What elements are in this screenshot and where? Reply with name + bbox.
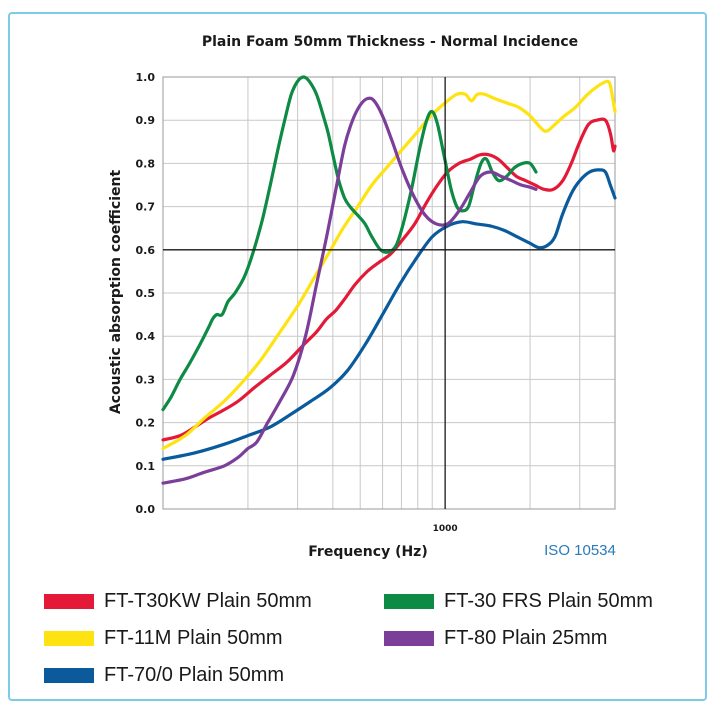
y-tick-label: 0.6 [136, 244, 156, 257]
legend-label: FT-80 Plain 25mm [444, 626, 608, 649]
series-line-4 [161, 96, 538, 485]
legend-swatch [44, 667, 94, 683]
legend-swatch [384, 593, 434, 609]
y-tick-label: 0.8 [136, 157, 156, 170]
y-tick-label: 0.5 [136, 287, 156, 300]
y-tick-label: 0.9 [136, 114, 156, 127]
y-axis-label: Acoustic absorption coefficient [108, 170, 124, 415]
standard-annotation: ISO 10534 [544, 542, 616, 559]
legend-item-2: FT-70/0 Plain 50mm [44, 663, 284, 687]
legend-item-1: FT-11M Plain 50mm [44, 626, 283, 650]
y-tick-label: 0.1 [136, 460, 156, 473]
series-lines [161, 75, 617, 485]
y-tick-label: 0.0 [136, 503, 156, 516]
legend-swatch [44, 630, 94, 646]
legend-swatch [44, 593, 94, 609]
reference-lines [163, 77, 615, 509]
y-tick-label: 0.3 [136, 373, 156, 386]
legend-item-3: FT-30 FRS Plain 50mm [384, 589, 653, 613]
grid [162, 76, 616, 510]
x-axis-label: Frequency (Hz) [308, 544, 427, 560]
y-tick-label: 0.2 [136, 417, 156, 430]
legend-swatch [384, 630, 434, 646]
series-line-2 [161, 168, 617, 461]
legend-label: FT-T30KW Plain 50mm [104, 589, 312, 612]
legend-item-0: FT-T30KW Plain 50mm [44, 589, 312, 613]
y-tick-label: 0.7 [136, 201, 156, 214]
series-line-1 [161, 79, 617, 451]
plot-border [162, 76, 616, 510]
legend-label: FT-30 FRS Plain 50mm [444, 589, 653, 612]
y-tick-label: 1.0 [136, 71, 156, 84]
legend-label: FT-70/0 Plain 50mm [104, 663, 285, 686]
series-line-0 [161, 117, 617, 442]
tick-labels: 0.0 0.1 0.2 0.3 0.4 0.5 0.6 0.7 0.8 0.9 1.0 1000 [136, 71, 458, 534]
y-tick-label: 0.4 [136, 330, 156, 343]
legend-label: FT-11M Plain 50mm [104, 626, 283, 649]
legend-item-4: FT-80 Plain 25mm [384, 626, 607, 650]
x-tick-label: 1000 [433, 524, 458, 534]
chart-title: Plain Foam 50mm Thickness - Normal Incid… [202, 34, 578, 50]
